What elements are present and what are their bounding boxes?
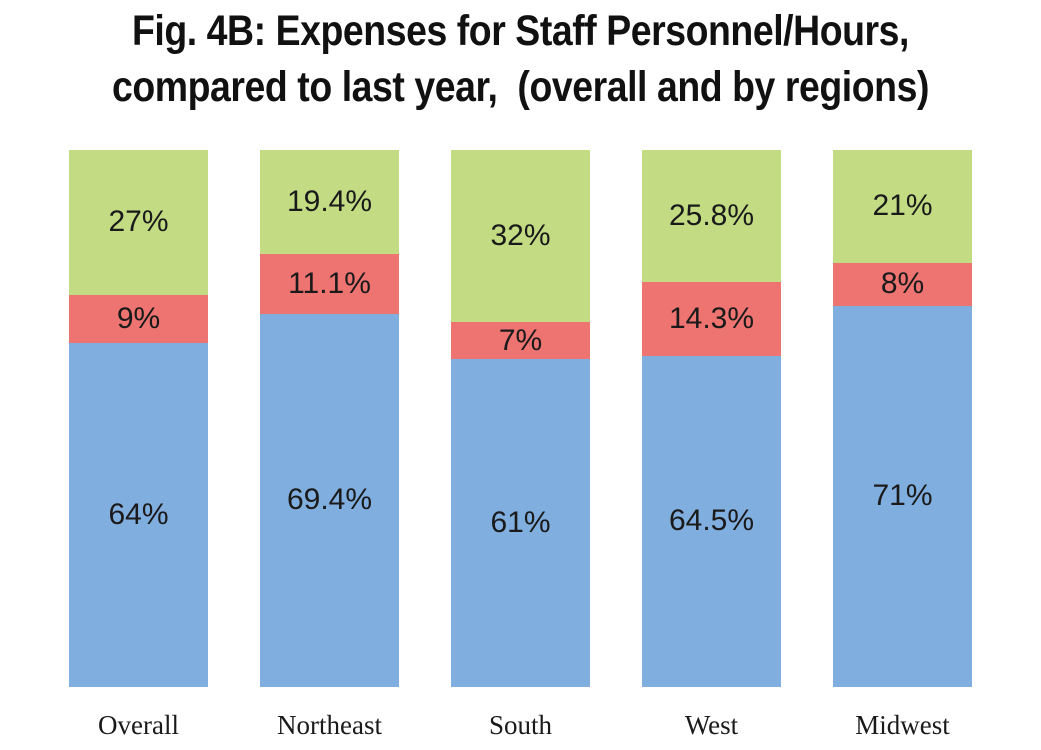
bar-segment-green-top-segment: 25.8% xyxy=(642,150,781,283)
category-label-northeast: Northeast xyxy=(277,710,382,740)
bar-segment-red-middle-segment: 9% xyxy=(69,294,208,344)
chart-title: Fig. 4B: Expenses for Staff Personnel/Ho… xyxy=(0,0,1041,115)
segment-value-label: 9% xyxy=(116,302,161,336)
bar-overall: 27% 9% 64% xyxy=(69,150,208,687)
segment-value-label: 64.5% xyxy=(668,504,755,538)
segment-value-label: 8% xyxy=(880,267,925,301)
bar-segment-blue-bottom-segment: 64% xyxy=(69,343,208,687)
segment-value-label: 61% xyxy=(490,506,551,540)
bar-segment-red-middle-segment: 8% xyxy=(833,262,972,306)
chart-bars: 27% 9% 64% 19.4% 11.1% 69.4% 32% 7% 61% 25.8% 14.3… xyxy=(0,150,1041,687)
category-label-west: West xyxy=(684,710,739,740)
bar-west: 25.8% 14.3% 64.5% xyxy=(642,150,781,687)
segment-value-label: 11.1% xyxy=(288,267,371,301)
bar-midwest: 21% 8% 71% xyxy=(833,150,972,687)
segment-value-label: 64% xyxy=(108,498,169,532)
bar-segment-green-top-segment: 19.4% xyxy=(260,150,399,255)
bar-segment-blue-bottom-segment: 71% xyxy=(833,305,972,687)
segment-value-label: 21% xyxy=(872,189,933,223)
segment-value-label: 19.4% xyxy=(286,185,373,219)
bar-segment-red-middle-segment: 7% xyxy=(451,321,590,360)
segment-value-label: 69.4% xyxy=(286,483,373,517)
bar-segment-green-top-segment: 32% xyxy=(451,150,590,322)
bar-segment-green-top-segment: 21% xyxy=(833,150,972,263)
bar-segment-green-top-segment: 27% xyxy=(69,150,208,295)
bar-segment-red-middle-segment: 14.3% xyxy=(642,282,781,356)
segment-value-label: 27% xyxy=(108,205,169,239)
category-labels: Overall Northeast South West Midwest xyxy=(0,708,1041,742)
category-label-overall: Overall xyxy=(98,710,179,740)
bar-segment-blue-bottom-segment: 69.4% xyxy=(260,313,399,687)
segment-value-label: 14.3% xyxy=(668,302,755,336)
category-label-midwest: Midwest xyxy=(855,710,950,740)
segment-value-label: 7% xyxy=(498,323,543,357)
bar-segment-blue-bottom-segment: 61% xyxy=(451,359,590,687)
segment-value-label: 25.8% xyxy=(668,199,755,233)
bar-segment-blue-bottom-segment: 64.5% xyxy=(642,355,781,687)
chart-title-line-1: Fig. 4B: Expenses for Staff Personnel/Ho… xyxy=(131,7,910,55)
chart-title-line-2: compared to last year, (overall and by r… xyxy=(112,63,929,111)
bar-south: 32% 7% 61% xyxy=(451,150,590,687)
bar-segment-red-middle-segment: 11.1% xyxy=(260,254,399,314)
bar-northeast: 19.4% 11.1% 69.4% xyxy=(260,150,399,687)
segment-value-label: 71% xyxy=(872,479,933,513)
category-label-south: South xyxy=(488,710,553,740)
segment-value-label: 32% xyxy=(490,218,551,252)
